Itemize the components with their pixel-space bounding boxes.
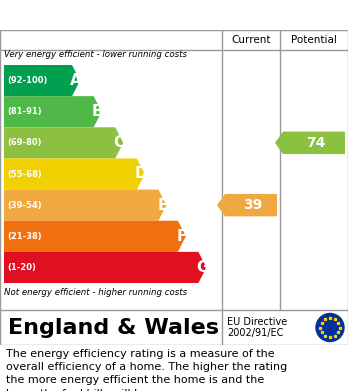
Polygon shape (4, 127, 123, 158)
Polygon shape (4, 221, 186, 252)
Text: (69-80): (69-80) (7, 138, 41, 147)
Polygon shape (217, 194, 277, 216)
Text: (1-20): (1-20) (7, 263, 36, 272)
Text: (21-38): (21-38) (7, 232, 42, 241)
Text: EU Directive
2002/91/EC: EU Directive 2002/91/EC (227, 317, 287, 338)
Text: F: F (177, 229, 187, 244)
Polygon shape (4, 96, 102, 127)
Polygon shape (4, 158, 145, 190)
Text: Not energy efficient - higher running costs: Not energy efficient - higher running co… (4, 288, 187, 297)
Text: A: A (70, 73, 82, 88)
Circle shape (316, 314, 344, 341)
Text: (55-68): (55-68) (7, 170, 42, 179)
Polygon shape (4, 190, 166, 221)
Text: England & Wales: England & Wales (8, 317, 219, 337)
Polygon shape (4, 252, 206, 283)
Text: (39-54): (39-54) (7, 201, 42, 210)
Text: B: B (92, 104, 103, 119)
Text: Current: Current (231, 35, 271, 45)
Text: 39: 39 (243, 198, 263, 212)
Text: 74: 74 (306, 136, 326, 150)
Text: Very energy efficient - lower running costs: Very energy efficient - lower running co… (4, 50, 187, 59)
Text: (81-91): (81-91) (7, 107, 42, 116)
Text: The energy efficiency rating is a measure of the
overall efficiency of a home. T: The energy efficiency rating is a measur… (6, 349, 287, 391)
Text: C: C (114, 135, 125, 151)
Polygon shape (275, 132, 345, 154)
Text: G: G (196, 260, 209, 275)
Text: Potential: Potential (291, 35, 337, 45)
Text: D: D (135, 167, 147, 181)
Text: (92-100): (92-100) (7, 76, 47, 85)
Text: Energy Efficiency Rating: Energy Efficiency Rating (8, 7, 218, 23)
Polygon shape (4, 65, 80, 96)
Text: E: E (157, 197, 168, 213)
